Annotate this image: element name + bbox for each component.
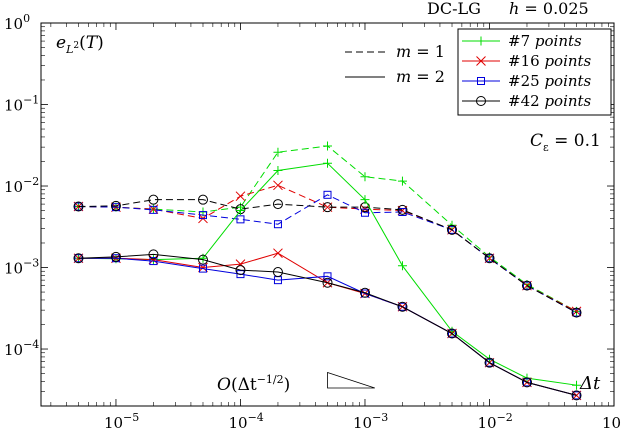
data-point [323,272,332,281]
data-point [236,270,245,279]
legend-line-label: m = 1 [396,42,445,61]
legend-line-label: m = 2 [396,67,445,86]
data-point [323,141,332,151]
data-point [322,202,333,213]
data-point [447,328,458,339]
x-tick-label: 10−2 [477,411,512,432]
data-point [198,211,207,220]
data-point [397,204,408,215]
data-point [360,208,369,217]
data-point [323,158,332,168]
data-point [447,224,458,235]
data-point [322,277,333,288]
data-point [360,172,370,182]
data-point [398,207,407,216]
marker-legend: #7 points #16 points #25 points #42 points [457,28,612,116]
x-tick-label: 10−1 [602,411,621,432]
data-point [273,248,283,259]
data-point [521,377,532,388]
data-point [148,194,159,205]
series-line [78,194,577,314]
data-point [149,205,158,214]
data-point [273,180,283,191]
slope-triangle [327,371,375,389]
legend-marker-circle [476,96,486,106]
x-axis-label: Δt [579,373,601,394]
slope-annotation: O(Δt−1/2) [217,371,375,395]
chart-title: DC-LG [427,0,481,18]
data-point [272,267,283,278]
x-tick-label: 10−4 [228,411,263,432]
data-point [198,264,207,273]
legend-marker-cross [476,56,486,66]
series-n42-m2 [73,249,582,401]
data-point [272,199,283,210]
c-epsilon-annotation: Cε = 0.1 [530,131,601,154]
legend-marker-label: #16 points [508,52,592,70]
data-point [273,220,282,229]
data-point [235,206,245,216]
data-point [397,301,408,312]
data-point [397,261,407,271]
data-point [484,253,495,264]
data-point [236,215,245,224]
data-point [273,166,283,176]
y-axis-label: eL2(T) [56,33,104,56]
y-tick-label: 10−1 [4,94,39,115]
data-point [485,254,494,263]
data-point [73,253,84,264]
data-point [398,302,407,311]
legend-marker-label: #7 points [508,32,582,50]
data-point [522,281,531,290]
y-tick-label: 10−2 [4,175,39,196]
data-point [235,265,246,276]
data-point [572,308,581,317]
data-point [521,280,532,291]
series-n25-m1 [74,190,581,317]
data-point [148,249,159,260]
line-style-legend: m = 1 m = 2 [345,42,445,86]
legend-marker-label: #42 points [508,92,592,110]
data-point [522,378,531,387]
y-tick-label: 10−3 [4,257,39,278]
data-point [73,201,84,212]
x-tick-label: 10−5 [104,411,139,432]
data-point [235,259,246,270]
data-point [197,254,208,265]
data-point [110,251,121,262]
data-point [110,200,121,211]
legend-marker-square [477,77,485,85]
data-point [448,225,457,234]
data-point [484,357,495,368]
series-layer [73,141,582,401]
legend-marker-label: #25 points [508,72,592,90]
y-axis-ticks: 100 10−1 10−2 10−3 10−4 [4,12,614,392]
slope-label: O(Δt−1/2) [217,373,290,395]
data-point [572,391,581,400]
data-point [235,191,246,202]
data-point [571,390,582,401]
y-tick-label: 10−4 [4,338,39,359]
legend-marker-plus [476,36,486,46]
data-point [571,307,582,318]
series-line [78,253,577,396]
data-point [323,190,332,199]
x-axis-ticks: 10−5 10−4 10−3 10−2 10−1 [50,23,621,432]
x-tick-label: 10−3 [353,411,388,432]
data-point [572,380,582,390]
data-point [485,358,494,367]
y-tick-label: 100 [4,12,30,33]
data-point [273,147,283,157]
data-point [360,195,370,205]
data-point [149,257,158,266]
data-point [448,329,457,338]
chart-subtitle: h = 0.025 [509,0,589,18]
data-point [197,194,208,205]
data-point [397,176,407,186]
data-point [359,287,370,298]
